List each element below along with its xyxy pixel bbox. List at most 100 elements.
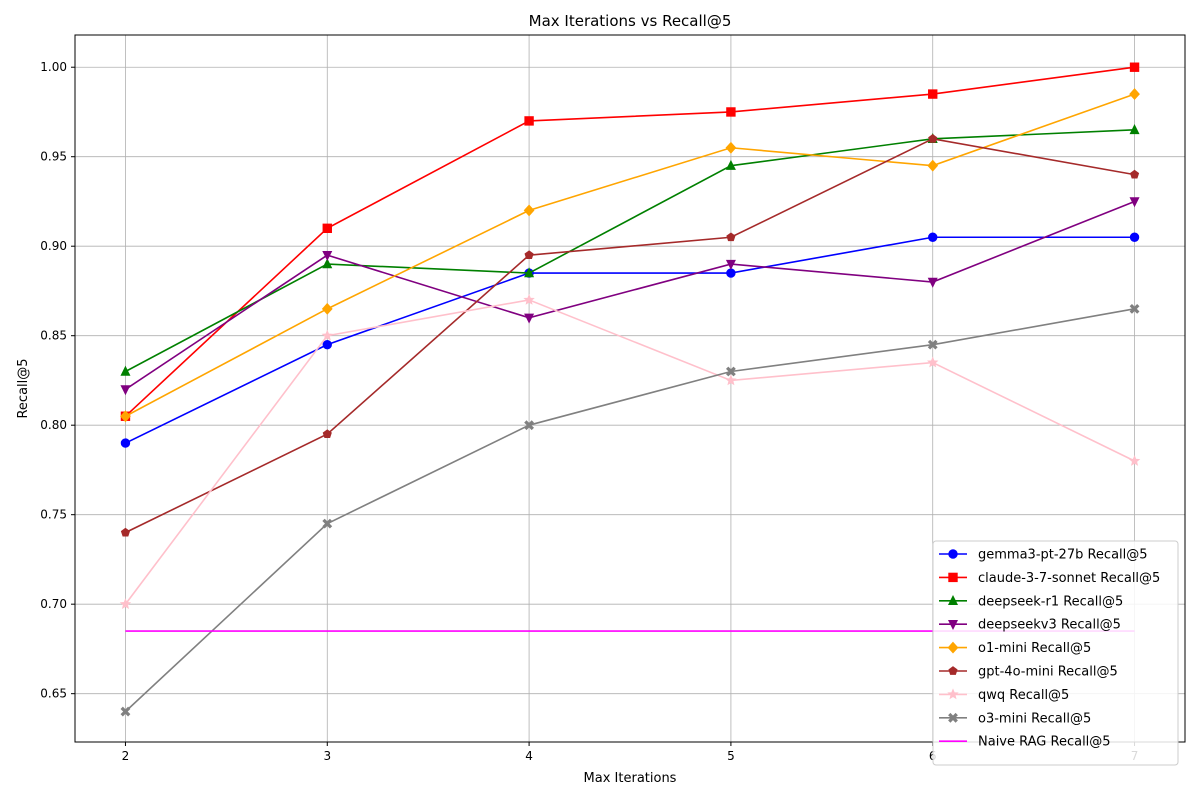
legend-entry: Naive RAG Recall@5 xyxy=(939,735,1111,750)
legend-entry: qwq Recall@5 xyxy=(939,688,1069,703)
data-point xyxy=(726,107,736,117)
data-point xyxy=(524,267,535,278)
data-point xyxy=(725,159,736,170)
series-deepseekv3-recall-5 xyxy=(120,197,1140,396)
data-point xyxy=(523,293,535,305)
x-tick-label: 4 xyxy=(525,749,533,763)
data-point xyxy=(322,250,333,261)
legend: gemma3-pt-27b Recall@5 claude-3-7-sonnet … xyxy=(932,540,1179,766)
legend-label: Naive RAG Recall@5 xyxy=(978,735,1111,750)
data-point xyxy=(1129,62,1140,72)
grid xyxy=(75,35,1185,742)
legend-label: o3-mini Recall@5 xyxy=(978,711,1091,726)
data-point xyxy=(322,223,332,234)
data-point xyxy=(927,356,939,368)
legend-entry: claude-3-7-sonnet Recall@5 xyxy=(939,571,1160,586)
data-point xyxy=(1129,88,1140,101)
legend-swatch-marker xyxy=(947,688,959,700)
series-o3-mini-recall-5 xyxy=(120,303,1140,717)
data-point xyxy=(322,258,333,269)
y-tick-label: 0.85 xyxy=(40,329,67,343)
data-point xyxy=(1129,303,1140,314)
series-line xyxy=(125,129,1135,373)
legend-label: o1-mini Recall@5 xyxy=(978,641,1091,656)
legend-box xyxy=(932,540,1179,766)
legend-entry: o3-mini Recall@5 xyxy=(939,711,1091,726)
series-line xyxy=(125,93,1135,417)
data-point xyxy=(1129,197,1140,208)
legend-swatch-marker xyxy=(947,641,959,654)
legend-label: deepseekv3 Recall@5 xyxy=(978,618,1121,633)
series-line xyxy=(124,299,1135,605)
y-tick-label: 0.70 xyxy=(40,597,67,611)
series-line xyxy=(125,200,1135,391)
y-tick-label: 0.75 xyxy=(40,508,67,522)
legend-swatch-marker xyxy=(948,666,958,675)
chart-title: Max Iterations vs Recall@5 xyxy=(529,12,732,30)
x-tick-label: 5 xyxy=(727,749,735,763)
legend-entry: gpt-4o-mini Recall@5 xyxy=(939,665,1118,680)
series-gpt-4o-mini-recall-5 xyxy=(120,133,1140,537)
data-point xyxy=(725,374,737,386)
data-point xyxy=(1128,454,1141,466)
y-tick-label: 0.90 xyxy=(40,239,67,253)
legend-swatch-marker xyxy=(948,712,958,723)
y-axis-label: Recall@5 xyxy=(16,358,31,418)
data-point xyxy=(523,204,535,217)
x-tick-label: 2 xyxy=(122,749,130,763)
data-point xyxy=(927,339,938,350)
data-point xyxy=(928,89,938,99)
data-point xyxy=(120,706,131,717)
legend-label: gpt-4o-mini Recall@5 xyxy=(978,665,1118,680)
data-point xyxy=(524,116,534,126)
legend-label: deepseek-r1 Recall@5 xyxy=(978,594,1123,609)
legend-entry: deepseekv3 Recall@5 xyxy=(939,618,1121,633)
series-o1-mini-recall-5 xyxy=(120,88,1140,423)
data-point xyxy=(524,420,534,431)
legend-entry: o1-mini Recall@5 xyxy=(939,641,1091,656)
data-point xyxy=(524,250,534,260)
data-point xyxy=(524,313,535,324)
data-point xyxy=(726,366,736,377)
legend-entry: gemma3-pt-27b Recall@5 xyxy=(939,548,1148,563)
data-point xyxy=(928,133,938,143)
y-tick-label: 0.65 xyxy=(40,687,67,701)
data-point xyxy=(322,518,333,529)
data-point xyxy=(120,410,131,423)
series-line xyxy=(124,308,1135,713)
data-point xyxy=(927,277,938,288)
legend-swatch-marker xyxy=(948,549,958,559)
data-point xyxy=(322,429,332,439)
data-point xyxy=(1129,124,1140,135)
data-point xyxy=(1129,169,1140,179)
data-point xyxy=(120,527,131,537)
x-tick-label: 3 xyxy=(323,749,331,763)
series-line xyxy=(125,236,1135,444)
y-tick-label: 0.95 xyxy=(40,150,67,164)
series-line xyxy=(125,137,1135,534)
data-point xyxy=(322,339,332,350)
data-point xyxy=(321,302,333,315)
legend-label: claude-3-7-sonnet Recall@5 xyxy=(978,571,1160,586)
y-tick-label: 1.00 xyxy=(40,60,67,74)
y-tick-label: 0.80 xyxy=(40,418,67,432)
data-point xyxy=(927,159,939,172)
data-point xyxy=(726,232,736,242)
data-point xyxy=(1129,232,1140,242)
series-line xyxy=(124,66,1135,417)
plot-frame xyxy=(74,34,1186,743)
x-axis-label: Max Iterations xyxy=(584,771,677,786)
data-point xyxy=(120,438,131,448)
data-point xyxy=(120,365,131,376)
data-point xyxy=(321,329,333,341)
legend-label: qwq Recall@5 xyxy=(978,688,1069,703)
data-point xyxy=(928,232,938,242)
series-qwq-recall-5 xyxy=(119,293,1141,610)
legend-label: gemma3-pt-27b Recall@5 xyxy=(978,548,1148,563)
data-point xyxy=(119,598,132,610)
legend-entry: deepseek-r1 Recall@5 xyxy=(939,594,1123,609)
legend-swatch-marker xyxy=(947,594,959,605)
legend-swatch-marker xyxy=(947,620,959,631)
legend-swatch-marker xyxy=(948,572,958,583)
